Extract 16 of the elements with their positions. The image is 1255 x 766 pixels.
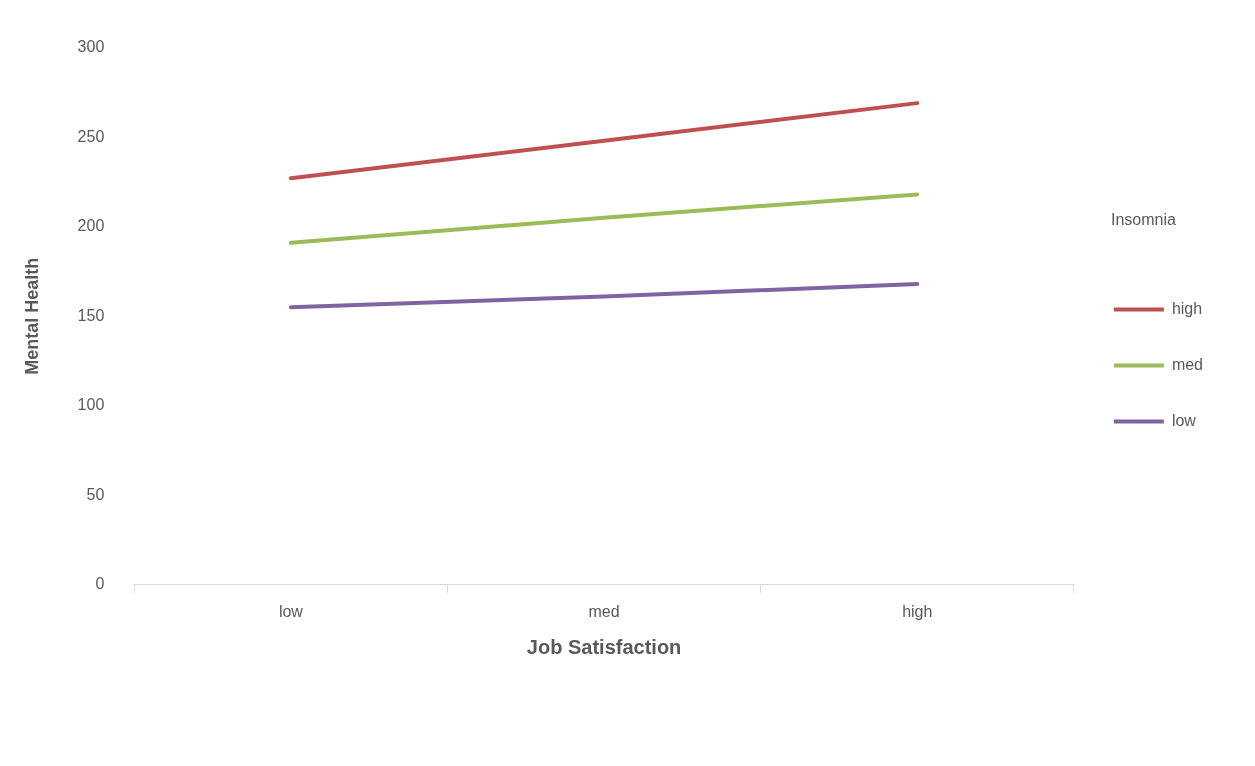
legend-title: Insomnia: [1110, 210, 1176, 228]
legend-label: med: [1171, 356, 1203, 374]
y-tick-label: 250: [77, 127, 105, 145]
y-tick-label: 50: [86, 485, 105, 503]
y-axis-title: Mental Health: [21, 257, 42, 375]
x-tick-label: med: [588, 602, 620, 620]
legend-label: low: [1171, 412, 1197, 430]
y-tick-label: 0: [95, 575, 105, 593]
y-tick-label: 200: [77, 217, 105, 235]
x-axis-title: Job Satisfaction: [526, 635, 682, 658]
legend-label: high: [1171, 300, 1203, 318]
y-tick-label: 300: [77, 38, 105, 56]
y-tick-label: 100: [77, 396, 105, 414]
x-tick-label: high: [902, 602, 933, 620]
y-tick-label: 150: [77, 306, 105, 324]
x-tick-label: low: [278, 602, 304, 620]
